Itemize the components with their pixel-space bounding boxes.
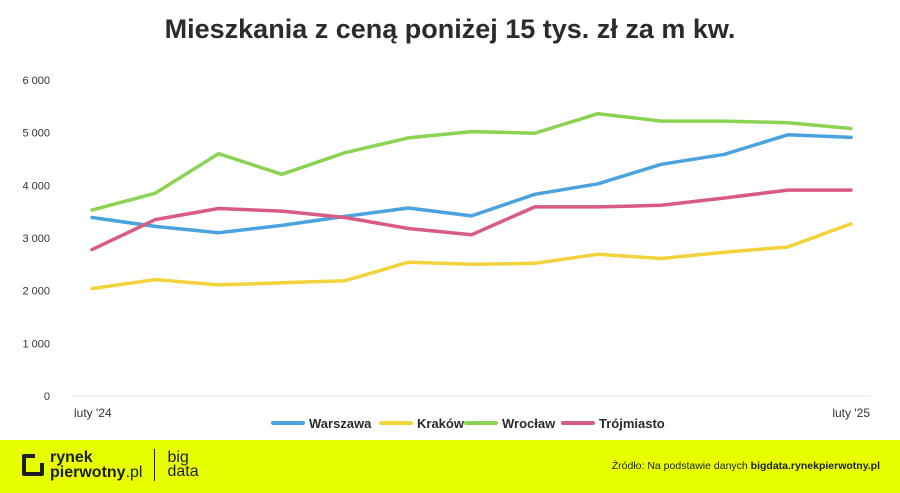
source-note: Źródło: Na podstawie danych bigdata.ryne… — [612, 460, 880, 472]
y-tick-label: 1 000 — [22, 338, 50, 350]
series-line-wrocław — [90, 111, 853, 212]
legend-label: Kraków — [417, 416, 465, 431]
source-prefix: Źródło: Na podstawie danych — [611, 460, 751, 472]
chart-title: Mieszkania z ceną poniżej 15 tys. zł za … — [164, 14, 736, 44]
rynekpierwotny-logo[interactable]: rynek pierwotny.pl big data — [22, 449, 199, 481]
y-tick-label: 2 000 — [22, 286, 50, 298]
y-tick-label: 5 000 — [22, 128, 50, 140]
y-tick-label: 0 — [44, 391, 50, 403]
logo-text: rynek pierwotny.pl — [50, 449, 143, 481]
x-tick-label-end: luty '25 — [832, 406, 870, 420]
logo-suffix: .pl — [125, 464, 143, 481]
bigdata-logo: big data — [167, 449, 199, 480]
series-line-warszawa — [90, 133, 853, 235]
series-line-trójmiasto — [90, 188, 853, 252]
bigdata-line-2: data — [167, 463, 199, 480]
legend-label: Trójmiasto — [599, 416, 665, 431]
series-line-kraków — [90, 222, 853, 291]
bigdata-line-1: big — [167, 449, 189, 466]
y-tick-label: 4 000 — [22, 180, 50, 192]
x-tick-label-start: luty '24 — [74, 406, 112, 420]
footer-bar: rynek pierwotny.pl big data Źródło: Na p… — [0, 440, 900, 493]
logo-square-icon — [22, 454, 44, 476]
y-tick-label: 3 000 — [22, 233, 50, 245]
legend-label: Warszawa — [309, 416, 372, 431]
legend-label: Wrocław — [502, 416, 556, 431]
logo-divider — [154, 449, 156, 481]
y-tick-label: 6 000 — [22, 75, 50, 87]
source-link[interactable]: bigdata.rynekpierwotny.pl — [750, 460, 880, 472]
logo-line-1: rynek — [50, 449, 93, 466]
line-chart: 0 1 000 2 000 3 000 4 000 5 000 6 000 luty '24 l… — [22, 75, 871, 431]
logo-line-2: pierwotny — [50, 464, 126, 481]
